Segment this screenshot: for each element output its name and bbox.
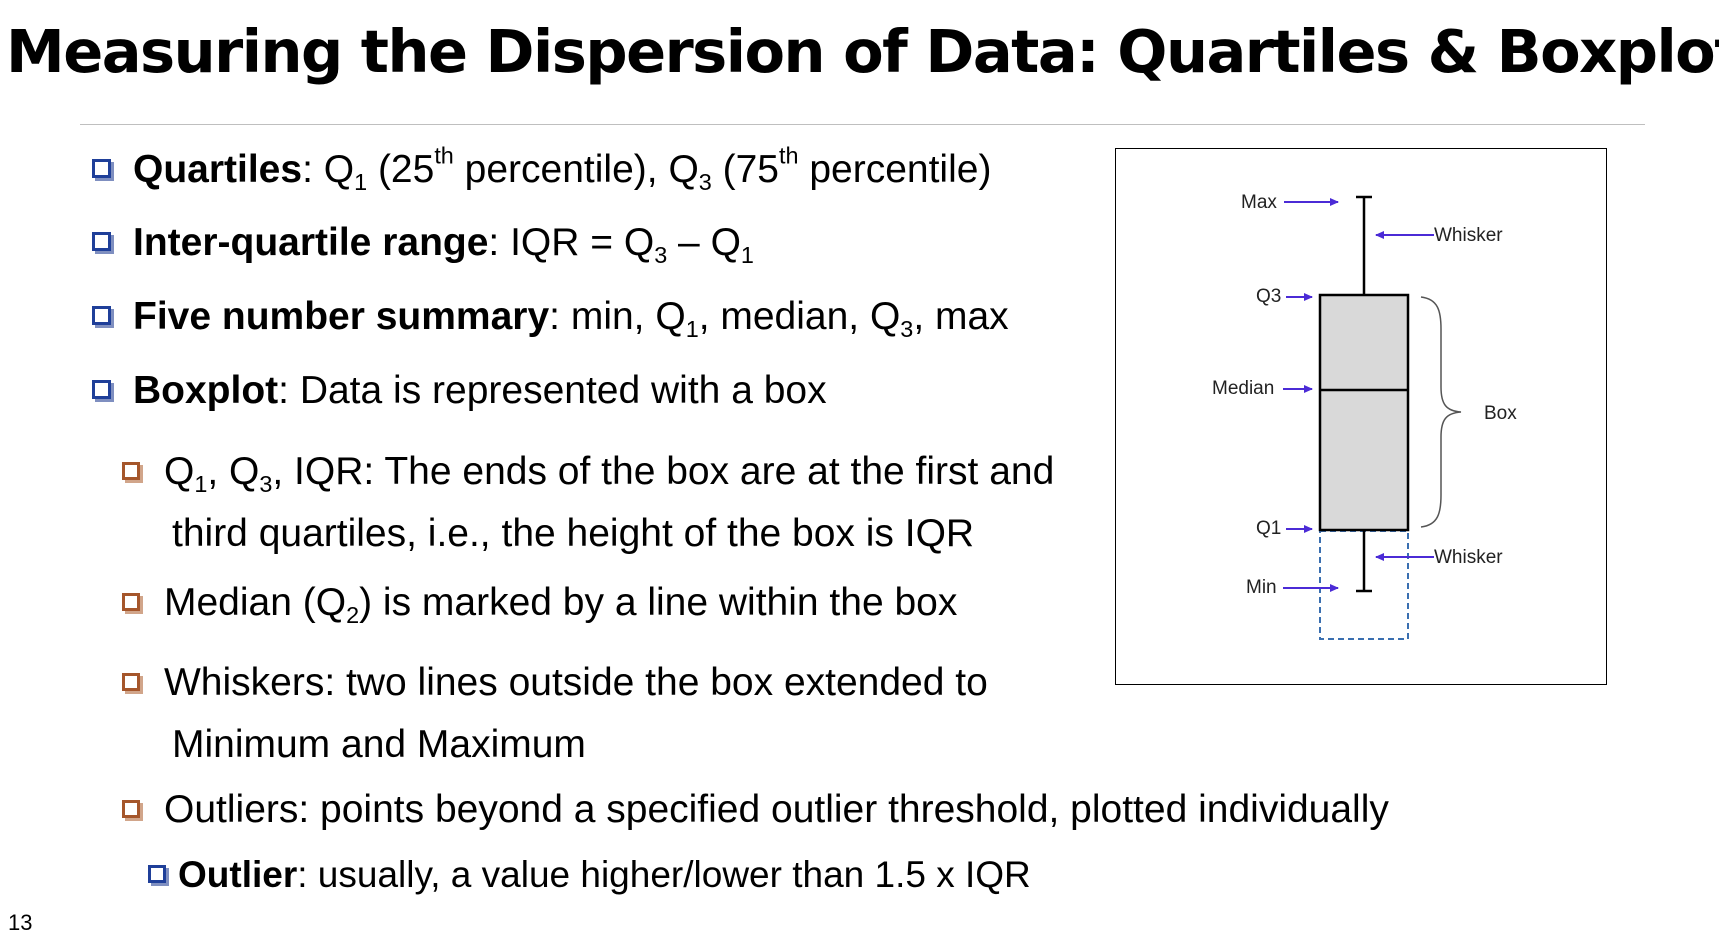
q3-label: Q3 xyxy=(1256,286,1281,307)
whisker-bottom-label: Whisker xyxy=(1434,547,1503,568)
box-label: Box xyxy=(1484,403,1517,424)
sub-bullet-median: Median (Q2) is marked by a line within t… xyxy=(122,583,957,627)
slide-title: Measuring the Dispersion of Data: Quarti… xyxy=(6,17,1719,86)
bullet-boxplot: Boxplot: Data is represented with a box xyxy=(92,371,827,410)
title-divider xyxy=(80,124,1645,125)
page-number: 13 xyxy=(8,910,33,935)
sub-sub-bullet-outlier: Outlier: usually, a value higher/lower t… xyxy=(148,856,1031,893)
iqr-box xyxy=(1318,293,1410,532)
sub-bullet-whiskers: Whiskers: two lines outside the box exte… xyxy=(122,663,988,702)
median-label: Median xyxy=(1212,378,1274,399)
square-bullet-icon xyxy=(92,306,111,326)
bullet-five-number-summary: Five number summary: min, Q1, median, Q3… xyxy=(92,297,1009,341)
sub-bullet-quartile-box-ends: Q1, Q3, IQR: The ends of the box are at … xyxy=(122,452,1054,496)
square-bullet-icon xyxy=(92,380,111,400)
square-bullet-icon xyxy=(148,865,166,884)
max-label: Max xyxy=(1241,192,1277,213)
boxplot-diagram: Max Q3 Median Q1 Min Whisker Whisker Box xyxy=(1115,148,1607,685)
whisker-top-label: Whisker xyxy=(1434,225,1503,246)
square-bullet-icon xyxy=(122,799,140,818)
square-bullet-icon xyxy=(122,592,140,611)
q1-label: Q1 xyxy=(1256,518,1281,539)
sub-bullet-whiskers-continued: Minimum and Maximum xyxy=(172,723,586,766)
sub-bullet-outliers: Outliers: points beyond a specified outl… xyxy=(122,790,1389,829)
bullet-quartiles: Quartiles: Q1 (25th percentile), Q3 (75t… xyxy=(92,144,991,194)
min-label: Min xyxy=(1246,577,1277,598)
square-bullet-icon xyxy=(122,672,140,691)
sub-bullet-quartile-box-ends-continued: third quartiles, i.e., the height of the… xyxy=(172,512,975,555)
box-brace xyxy=(1420,296,1462,528)
boxplot-svg: Max Q3 Median Q1 Min Whisker Whisker Box xyxy=(1212,192,1517,640)
square-bullet-icon xyxy=(122,461,140,480)
square-bullet-icon xyxy=(92,232,111,252)
square-bullet-icon xyxy=(92,159,111,179)
bullet-iqr: Inter-quartile range: IQR = Q3 – Q1 xyxy=(92,223,754,267)
